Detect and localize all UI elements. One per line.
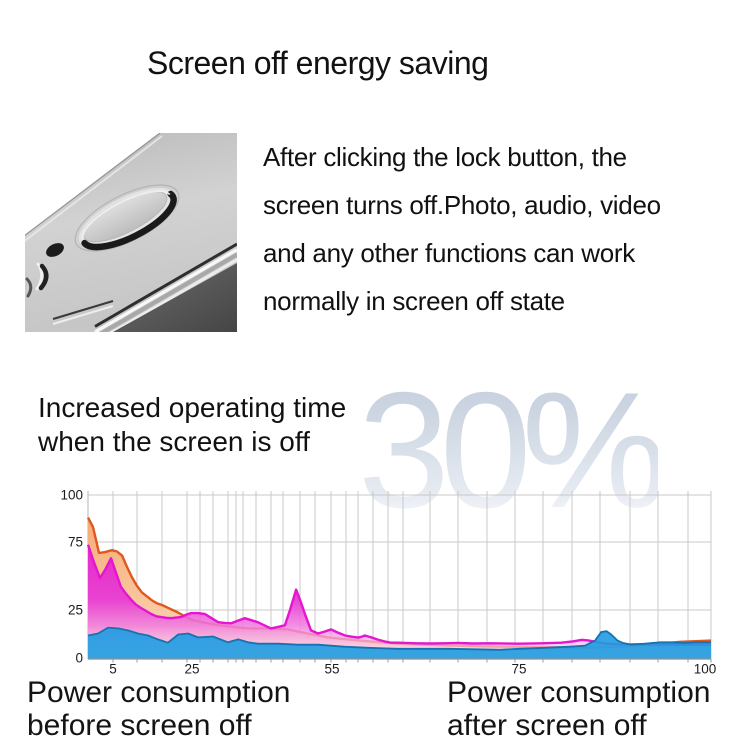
device-lower-left-edge-dark	[52, 299, 114, 321]
device-edge-line	[25, 133, 161, 237]
secondary-button-partial	[25, 262, 49, 298]
x-tick-label: 55	[324, 662, 339, 677]
highlight-line: when the screen is off	[38, 426, 310, 457]
y-tick-label: 25	[68, 603, 83, 618]
device-groove-bright2	[109, 258, 237, 332]
y-tick-label: 75	[68, 535, 83, 550]
operating-time-statement: Increased operating time when the screen…	[38, 391, 346, 459]
series-line-power-consumption-after-screen-off	[87, 626, 711, 651]
feature-description: After clicking the lock button, the scre…	[263, 133, 661, 325]
x-tick-label: 5	[109, 662, 117, 677]
description-line: screen turns off.Photo, audio, video	[263, 190, 661, 220]
page-title: Screen off energy saving	[147, 45, 489, 81]
device-groove-mid	[99, 252, 237, 332]
y-tick-label: 0	[75, 651, 83, 666]
description-line: After clicking the lock button, the	[263, 142, 627, 172]
power-consumption-chart: 0 25 75 100 5 25 55 75 100	[60, 488, 717, 677]
device-screen-corner	[113, 263, 237, 332]
device-lock-button-photo	[25, 133, 237, 332]
caption-line: Power consumption	[447, 676, 711, 709]
caption-line: before screen off	[27, 709, 252, 742]
caption-after-screen-off: Power consumption after screen off	[447, 676, 710, 742]
series-line-power-consumption-before-screen-off-inner	[86, 544, 711, 646]
microphone-hole	[46, 243, 64, 257]
lock-button	[74, 184, 180, 252]
device-lower-left-edge-bright	[52, 305, 114, 325]
y-tick-label: 100	[60, 488, 83, 503]
description-line: and any other functions can work	[263, 238, 635, 268]
x-tick-label: 25	[184, 662, 199, 677]
x-tick-label: 75	[511, 662, 526, 677]
caption-line: Power consumption	[27, 676, 291, 709]
device-groove-dark	[94, 242, 237, 328]
device-groove-bright1	[94, 248, 237, 332]
device-edge-highlight	[25, 135, 163, 242]
x-tick-label: 100	[694, 662, 717, 677]
description-line: normally in screen off state	[263, 286, 565, 316]
caption-before-screen-off: Power consumption before screen off	[27, 676, 290, 742]
thirty-percent-watermark: 30%	[358, 356, 668, 545]
highlight-line: Increased operating time	[38, 392, 347, 423]
series-area-power-consumption-before-screen-off-inner	[88, 544, 711, 659]
caption-line: after screen off	[447, 709, 647, 742]
series-area-power-consumption-after-screen-off	[88, 627, 711, 659]
